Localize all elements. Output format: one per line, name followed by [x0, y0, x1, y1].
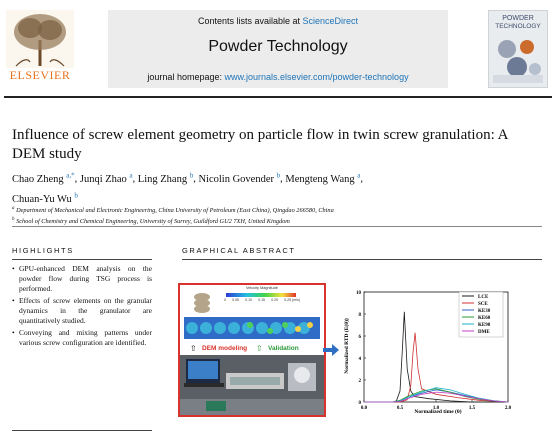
legend-label: SCE: [478, 302, 488, 307]
author[interactable]: Chao Zheng a,*: [12, 171, 75, 185]
dem-validation-figure: Velocity Magnitude 0 0.05 0.10 0.15 0.20…: [178, 283, 326, 417]
homepage-prefix: journal homepage:: [147, 72, 225, 82]
y-axis-label: Normalized RTD (E(θ)): [343, 318, 350, 374]
author[interactable]: Mengteng Wang a: [285, 171, 361, 185]
colorbar-tick: 0.15: [258, 298, 265, 302]
velocity-colorbar: [226, 293, 296, 297]
legend-label: DME: [478, 330, 490, 335]
author[interactable]: Nicolin Govender b: [198, 171, 281, 185]
highlight-item: Conveying and mixing patterns under vari…: [12, 328, 152, 348]
colorbar-tick: 0.10: [245, 298, 252, 302]
sciencedirect-link[interactable]: ScienceDirect: [302, 16, 359, 26]
x-tick-label: 0.5: [397, 406, 404, 411]
journal-banner: Contents lists available at ScienceDirec…: [108, 10, 448, 88]
series-line-sce: [364, 332, 509, 403]
series-line-dme: [364, 391, 509, 403]
homepage-link[interactable]: www.journals.elsevier.com/powder-technol…: [224, 72, 409, 82]
highlights-heading: HIGHLIGHTS: [12, 246, 74, 255]
author[interactable]: Chuan-Yu Wu b: [12, 191, 78, 206]
y-tick-label: 10: [356, 291, 362, 296]
y-tick-label: 4: [359, 357, 362, 362]
colorbar-tick: 0.05: [232, 298, 239, 302]
x-tick-label: 1.0: [433, 406, 440, 411]
colorbar-title: Velocity Magnitude: [246, 286, 278, 290]
y-tick-label: 0: [359, 401, 362, 406]
labels-row: ⇧ DEM modeling ⇧ Validation: [180, 343, 324, 355]
legend-label: KE60: [478, 316, 491, 321]
homepage-line: journal homepage: www.journals.elsevier.…: [108, 72, 448, 82]
graphical-abstract-rule: [182, 259, 542, 260]
dem-simulation-panel: [180, 285, 324, 343]
journal-header: ELSEVIER Contents lists available at Sci…: [0, 0, 556, 92]
contents-line: Contents lists available at ScienceDirec…: [108, 16, 448, 26]
author-list: Chao Zheng a,*, Junqi Zhao a, Ling Zhang…: [12, 171, 363, 206]
divider: [12, 226, 542, 227]
graphical-abstract-heading: GRAPHICAL ABSTRACT: [182, 246, 296, 255]
up-arrow-icon: ⇧: [256, 344, 263, 353]
affiliation: b School of Chemistry and Chemical Engin…: [12, 217, 290, 226]
rtd-chart: 0.0 0.5 1.0 1.5 2.0 0 2 4 6 8 10 LCE SCE KE30 KE60 KE9…: [340, 286, 520, 416]
highlight-item: Effects of screw elements on the granula…: [12, 296, 152, 326]
x-tick-label: 0.0: [361, 406, 368, 411]
highlight-item: GPU-enhanced DEM analysis on the powder …: [12, 264, 152, 294]
article-title: Influence of screw element geometry on p…: [12, 127, 508, 162]
author[interactable]: Ling Zhang b: [137, 171, 194, 185]
colorbar-ticks: 0 0.05 0.10 0.15 0.20 0.25 (m/s): [224, 298, 300, 302]
affiliation: a Department of Mechanical and Electroni…: [12, 206, 334, 215]
y-tick-label: 8: [359, 313, 362, 318]
colorbar-tick: 0: [224, 298, 226, 302]
legend-label: LCE: [478, 295, 489, 300]
up-arrow-icon: ⇧: [190, 344, 197, 353]
validation-label: Validation: [268, 345, 299, 352]
colorbar-tick: 0.20: [271, 298, 279, 302]
legend-label: KE30: [478, 309, 491, 314]
legend-label: KE90: [478, 323, 491, 328]
lab-setup-photo: [180, 355, 324, 415]
x-tick-label: 2.0: [505, 406, 512, 411]
cover-image: [493, 40, 543, 83]
contents-prefix: Contents lists available at: [197, 16, 303, 26]
header-rule: [4, 96, 552, 98]
dem-modeling-label: DEM modeling: [202, 345, 248, 352]
elsevier-logo: ELSEVIER: [6, 10, 74, 82]
cover-title-line-1: POWDER: [502, 15, 534, 22]
affiliations: a Department of Mechanical and Electroni…: [12, 204, 532, 226]
x-tick-label: 1.5: [469, 406, 476, 411]
x-axis-label: Normalized time (θ): [414, 408, 461, 415]
publisher-name: ELSEVIER: [9, 68, 71, 82]
y-tick-label: 2: [359, 379, 362, 384]
right-arrow-icon: [323, 343, 339, 361]
journal-cover: POWDER TECHNOLOGY: [488, 10, 548, 88]
y-tick-label: 6: [359, 335, 362, 340]
highlights-rule: [12, 259, 152, 260]
journal-name: Powder Technology: [208, 38, 348, 55]
highlights-bottom-rule: [12, 430, 152, 431]
author[interactable]: Junqi Zhao a: [79, 171, 133, 185]
colorbar-tick: 0.25 (m/s): [284, 298, 300, 302]
legend-box: [458, 291, 504, 338]
cover-title-line-2: TECHNOLOGY: [495, 23, 541, 30]
highlights-list: GPU-enhanced DEM analysis on the powder …: [12, 264, 152, 350]
